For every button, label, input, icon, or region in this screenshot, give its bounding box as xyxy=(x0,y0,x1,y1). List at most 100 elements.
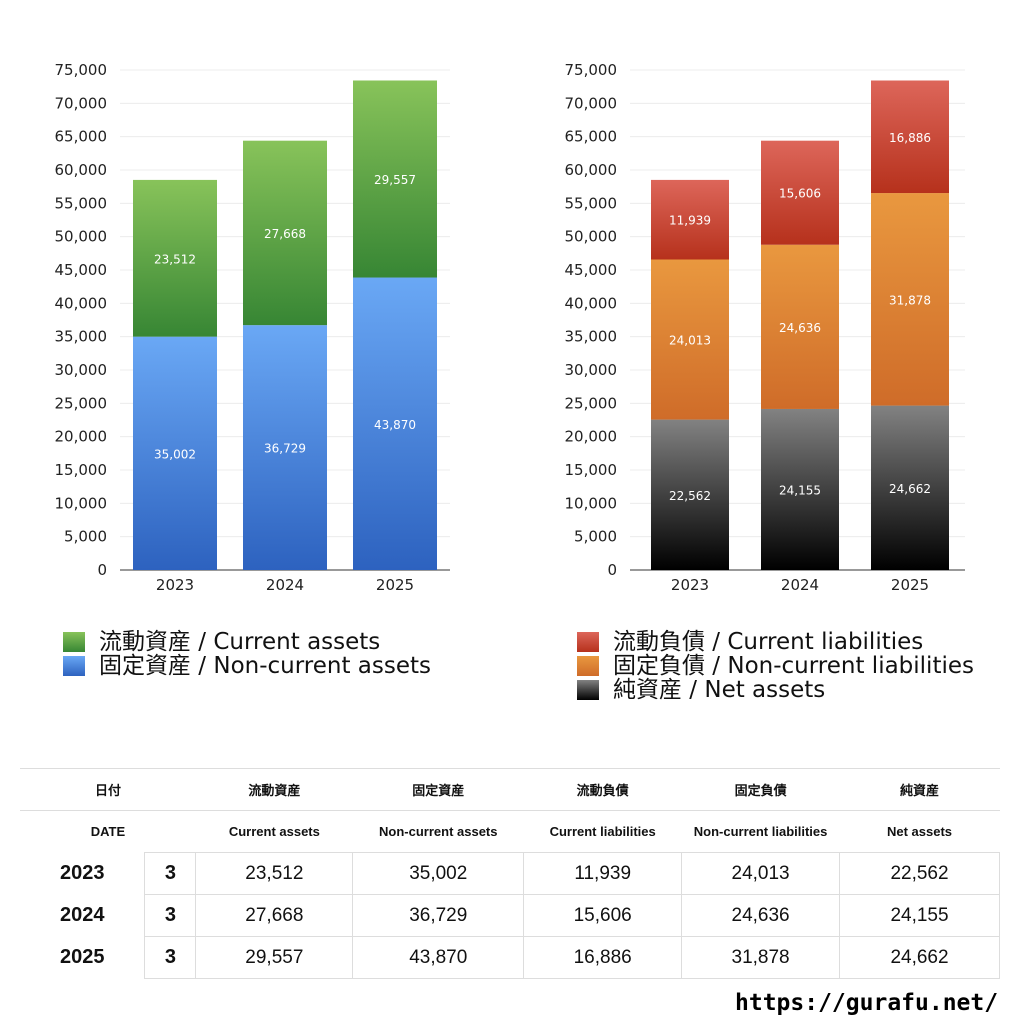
footer-url[interactable]: https://gurafu.net/ xyxy=(735,990,999,1016)
month-cell: 3 xyxy=(144,852,197,895)
legend-swatch xyxy=(63,632,85,652)
bar-segment xyxy=(353,277,437,570)
bar-segment xyxy=(243,140,327,326)
bar-segment xyxy=(353,80,437,278)
data-label: 22,562 xyxy=(669,489,711,503)
header-cell: DATE xyxy=(20,810,196,853)
bar-segment xyxy=(871,80,949,194)
bar-segment xyxy=(871,193,949,406)
y-tick-label: 35,000 xyxy=(565,328,618,346)
data-label: 35,002 xyxy=(154,447,196,461)
data-label: 24,155 xyxy=(779,483,821,497)
y-tick-label: 15,000 xyxy=(55,461,108,479)
bar-segment xyxy=(651,259,729,420)
data-label: 27,668 xyxy=(264,227,306,241)
data-label: 43,870 xyxy=(374,418,416,432)
data-label: 24,662 xyxy=(889,482,931,496)
y-tick-label: 5,000 xyxy=(574,528,617,546)
y-tick-label: 65,000 xyxy=(565,128,618,146)
data-label: 24,636 xyxy=(779,321,821,335)
y-tick-label: 20,000 xyxy=(565,428,618,446)
data-table: 日付 流動資産 固定資産 流動負債 固定負債 純資産 DATE Current … xyxy=(20,768,1000,979)
y-tick-label: 30,000 xyxy=(55,361,108,379)
legend-swatch xyxy=(577,656,599,676)
header-row-en: DATE Current assets Non-current assets C… xyxy=(20,810,1000,853)
bar-segment xyxy=(761,140,839,245)
table-row: 2024 3 27,668 36,729 15,606 24,636 24,15… xyxy=(20,894,1000,937)
header-cell: Non-current liabilities xyxy=(681,810,840,853)
y-tick-label: 60,000 xyxy=(565,161,618,179)
legend-label: 固定負債 / Non-current liabilities xyxy=(613,653,974,679)
x-tick-label: 2024 xyxy=(781,576,819,594)
legend-label: 流動負債 / Current liabilities xyxy=(613,629,924,655)
value-cell: 23,512 xyxy=(195,852,354,895)
legend-swatch xyxy=(63,656,85,676)
legend-item: 流動負債 / Current liabilities xyxy=(577,630,974,654)
value-cell: 24,636 xyxy=(681,894,841,937)
x-tick-label: 2023 xyxy=(671,576,709,594)
y-tick-label: 70,000 xyxy=(565,94,618,112)
charts: 0 5,000 10,000 15,000 20,000 25,000 30,000 35,0… xyxy=(55,61,965,594)
y-tick-label: 0 xyxy=(607,561,617,579)
legend-swatch xyxy=(577,632,599,652)
data-label: 29,557 xyxy=(374,173,416,187)
x-tick-label: 2023 xyxy=(156,576,194,594)
value-cell: 24,662 xyxy=(839,936,1000,979)
value-cell: 24,013 xyxy=(681,852,841,895)
value-cell: 35,002 xyxy=(352,852,525,895)
header-cell: 流動資産 xyxy=(195,768,353,811)
y-tick-label: 40,000 xyxy=(55,294,108,312)
y-tick-label: 20,000 xyxy=(55,428,108,446)
data-label: 36,729 xyxy=(264,442,306,456)
y-tick-label: 60,000 xyxy=(55,161,108,179)
bar-segment xyxy=(243,325,327,570)
value-cell: 16,886 xyxy=(523,936,683,979)
legend-swatch xyxy=(577,680,599,700)
value-cell: 24,155 xyxy=(839,894,1000,937)
year-cell: 2024 xyxy=(20,894,146,937)
data-label: 24,013 xyxy=(669,334,711,348)
header-cell: Non-current assets xyxy=(352,810,524,853)
value-cell: 31,878 xyxy=(681,936,841,979)
bar-segment xyxy=(761,244,839,409)
y-tick-label: 45,000 xyxy=(565,261,618,279)
y-tick-label: 55,000 xyxy=(565,194,618,212)
y-tick-label: 10,000 xyxy=(565,494,618,512)
year-cell: 2025 xyxy=(20,936,146,979)
y-tick-label: 75,000 xyxy=(55,61,108,79)
legend-item: 固定負債 / Non-current liabilities xyxy=(577,654,974,678)
legend-left: 流動資産 / Current assets 固定資産 / Non-current… xyxy=(63,630,431,678)
x-tick-label: 2025 xyxy=(376,576,414,594)
y-tick-label: 5,000 xyxy=(64,528,107,546)
header-cell: 日付 xyxy=(20,768,196,811)
y-tick-label: 55,000 xyxy=(55,194,108,212)
data-label: 11,939 xyxy=(669,214,711,228)
legend-item: 固定資産 / Non-current assets xyxy=(63,654,431,678)
y-tick-label: 25,000 xyxy=(565,394,618,412)
bar-segment xyxy=(133,179,217,337)
value-cell: 11,939 xyxy=(523,852,683,895)
value-cell: 15,606 xyxy=(523,894,683,937)
header-cell: Net assets xyxy=(839,810,1000,853)
y-tick-label: 25,000 xyxy=(55,394,108,412)
data-label: 31,878 xyxy=(889,293,931,307)
data-label: 23,512 xyxy=(154,252,196,266)
data-label: 15,606 xyxy=(779,187,821,201)
value-cell: 22,562 xyxy=(839,852,1000,895)
bar-segment xyxy=(133,336,217,570)
table-row: 2023 3 23,512 35,002 11,939 24,013 22,56… xyxy=(20,852,1000,895)
y-tick-label: 40,000 xyxy=(565,294,618,312)
y-tick-label: 70,000 xyxy=(55,94,108,112)
year-cell: 2023 xyxy=(20,852,146,895)
month-cell: 3 xyxy=(144,894,197,937)
legend-label: 流動資産 / Current assets xyxy=(99,629,381,655)
value-cell: 27,668 xyxy=(195,894,354,937)
y-tick-label: 10,000 xyxy=(55,494,108,512)
legend-right: 流動負債 / Current liabilities 固定負債 / Non-cu… xyxy=(577,630,974,702)
y-tick-label: 30,000 xyxy=(565,361,618,379)
bar-segment xyxy=(651,179,729,260)
month-cell: 3 xyxy=(144,936,197,979)
header-cell: 固定資産 xyxy=(352,768,524,811)
data-label: 16,886 xyxy=(889,131,931,145)
y-tick-label: 75,000 xyxy=(565,61,618,79)
